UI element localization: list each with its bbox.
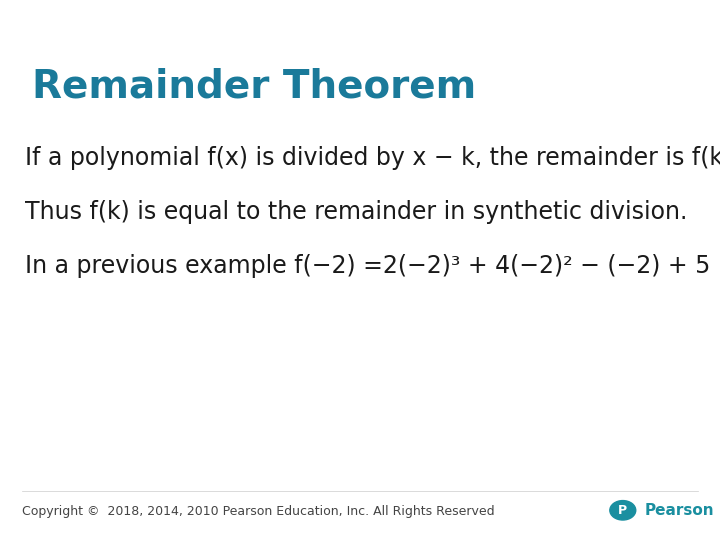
Circle shape: [610, 501, 636, 520]
Text: Thus f(k) is equal to the remainder in synthetic division.: Thus f(k) is equal to the remainder in s…: [25, 200, 688, 224]
Text: P: P: [618, 504, 627, 517]
Text: Pearson: Pearson: [644, 503, 714, 518]
Text: If a polynomial f(x) is divided by x − k, the remainder is f(k).: If a polynomial f(x) is divided by x − k…: [25, 146, 720, 170]
Text: Remainder Theorem: Remainder Theorem: [32, 68, 477, 105]
Text: Copyright ©  2018, 2014, 2010 Pearson Education, Inc. All Rights Reserved: Copyright © 2018, 2014, 2010 Pearson Edu…: [22, 505, 494, 518]
Text: In a previous example f(−2) =2(−2)³ + 4(−2)² − (−2) + 5 = 7.: In a previous example f(−2) =2(−2)³ + 4(…: [25, 254, 720, 278]
